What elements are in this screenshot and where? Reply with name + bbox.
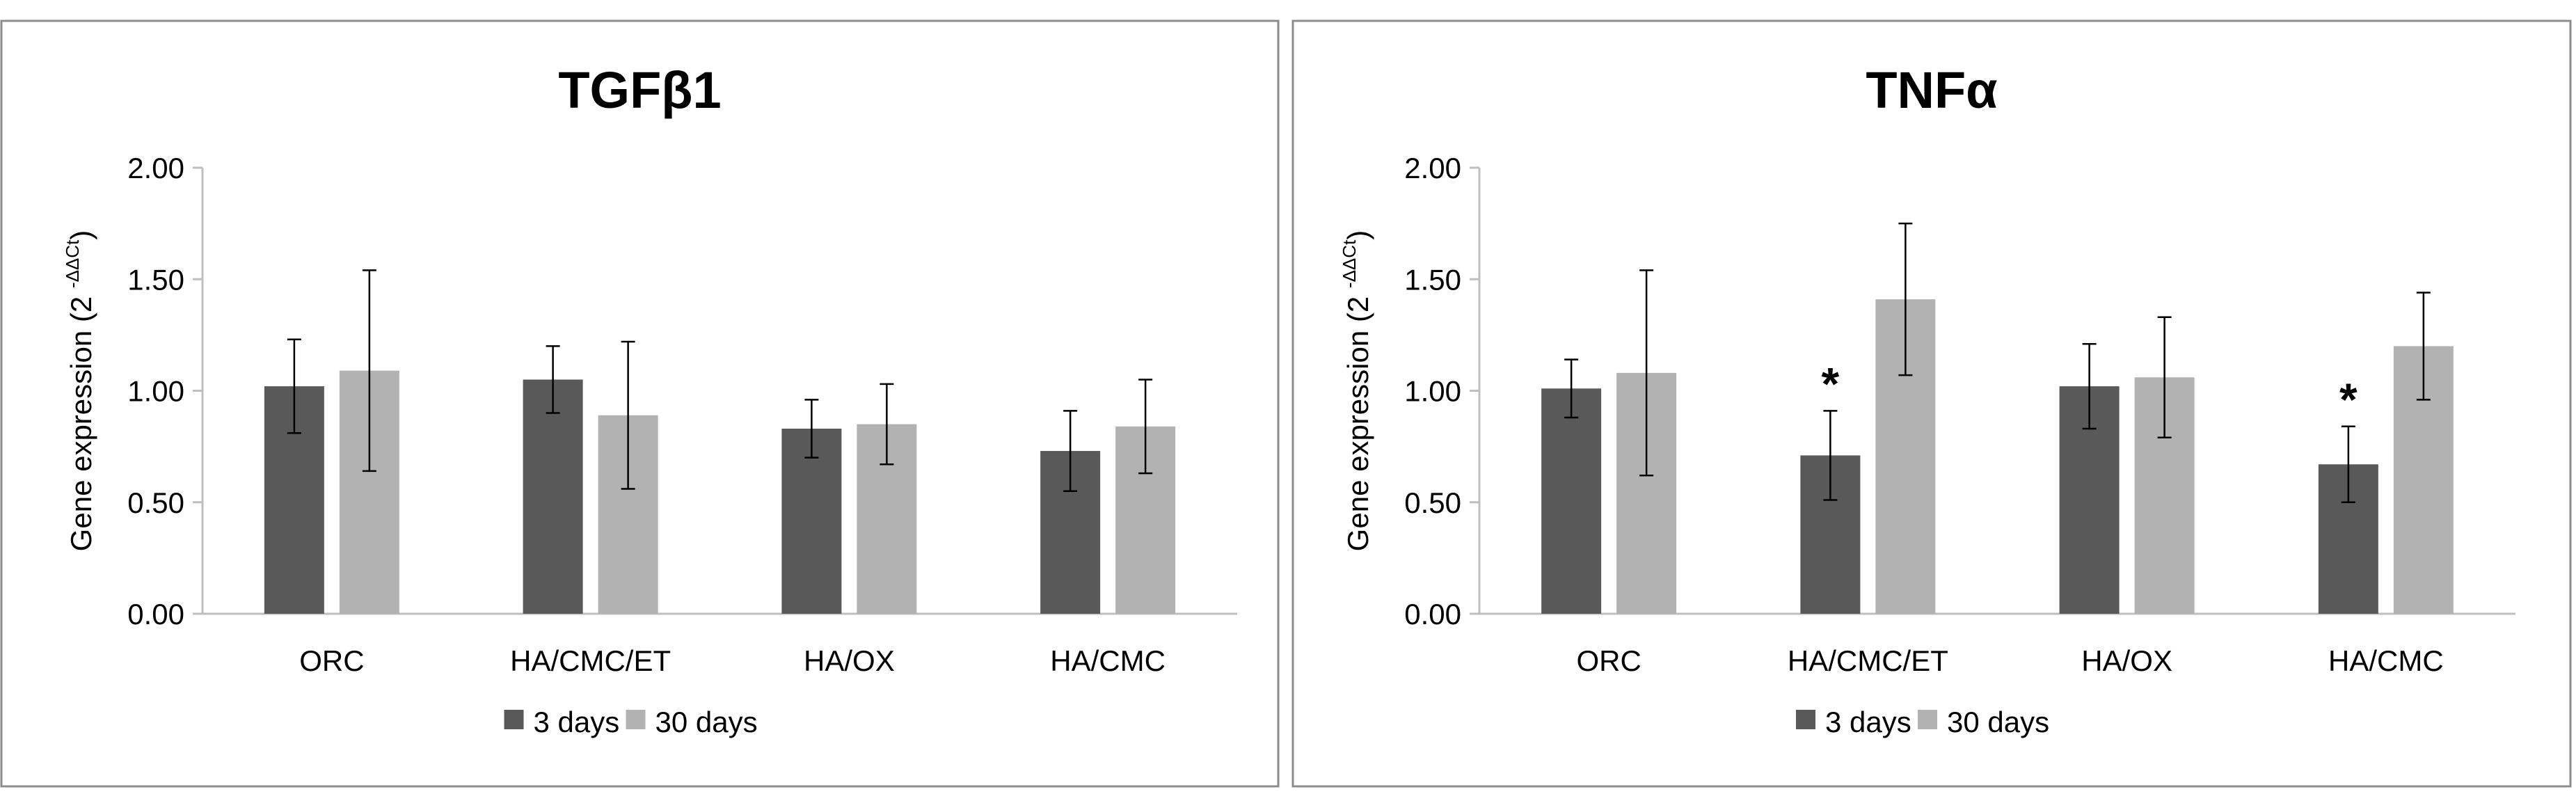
y-tick-label: 1.50 — [127, 263, 184, 296]
y-axis-label-main: Gene expression (2 — [1342, 288, 1374, 551]
legend-label: 30 days — [1947, 706, 2049, 738]
significance-asterisk: * — [1822, 358, 1840, 409]
chart-panel-2: TNFα 0.00 0.50 1.00 1.50 2.00 Gene expression … — [1291, 19, 2572, 788]
x-tick-label: HA/CMC/ET — [1788, 644, 1948, 677]
x-tick-label: HA/OX — [804, 644, 895, 677]
x-tick-label: HA/CMC — [1050, 644, 1166, 677]
y-tick-label: 1.50 — [1404, 263, 1461, 296]
y-tick-label: 0.50 — [127, 486, 184, 519]
legend-swatch-3days — [1796, 710, 1815, 729]
legend-label: 3 days — [534, 706, 620, 738]
x-tick-label: HA/CMC — [2328, 644, 2444, 677]
y-tick-label: 1.00 — [127, 375, 184, 408]
bar-3days — [523, 379, 583, 614]
y-tick-label: 2.00 — [127, 152, 184, 184]
y-axis-label-close: ) — [1342, 230, 1374, 240]
y-axis-label: Gene expression (2 -ΔΔCt) — [62, 230, 97, 552]
y-tick-label: 2.00 — [1404, 152, 1461, 184]
panel-border — [0, 19, 1280, 788]
x-tick-label: ORC — [299, 644, 364, 677]
y-tick-label: 0.50 — [1404, 486, 1461, 519]
x-tick-label: HA/CMC/ET — [510, 644, 671, 677]
y-axis-label-superscript: -ΔΔCt — [1339, 239, 1360, 288]
y-tick-label: 1.00 — [1404, 375, 1461, 408]
y-axis-label: Gene expression (2 -ΔΔCt) — [1339, 230, 1374, 552]
y-tick-label: 0.00 — [1404, 598, 1461, 630]
chart-title: TGFβ1 — [558, 61, 721, 119]
chart-title: TNFα — [1866, 61, 1997, 119]
legend-label: 30 days — [655, 706, 758, 738]
y-axis-label-main: Gene expression (2 — [65, 288, 97, 551]
legend-swatch-30days — [626, 710, 646, 729]
bar-3days — [781, 428, 842, 614]
y-axis-label-superscript: -ΔΔCt — [62, 239, 83, 288]
y-axis-label-close: ) — [65, 230, 97, 240]
x-tick-label: HA/OX — [2081, 644, 2172, 677]
x-tick-label: ORC — [1576, 644, 1641, 677]
significance-asterisk: * — [2339, 374, 2358, 425]
legend-label: 3 days — [1825, 706, 1911, 738]
y-tick-label: 0.00 — [127, 598, 184, 630]
legend-swatch-3days — [504, 710, 524, 729]
legend-swatch-30days — [1918, 710, 1937, 729]
chart-panel-1: TGFβ1 0.00 0.50 1.00 1.50 2.00 Gene expression… — [0, 19, 1280, 788]
bar-3days — [1541, 388, 1602, 614]
